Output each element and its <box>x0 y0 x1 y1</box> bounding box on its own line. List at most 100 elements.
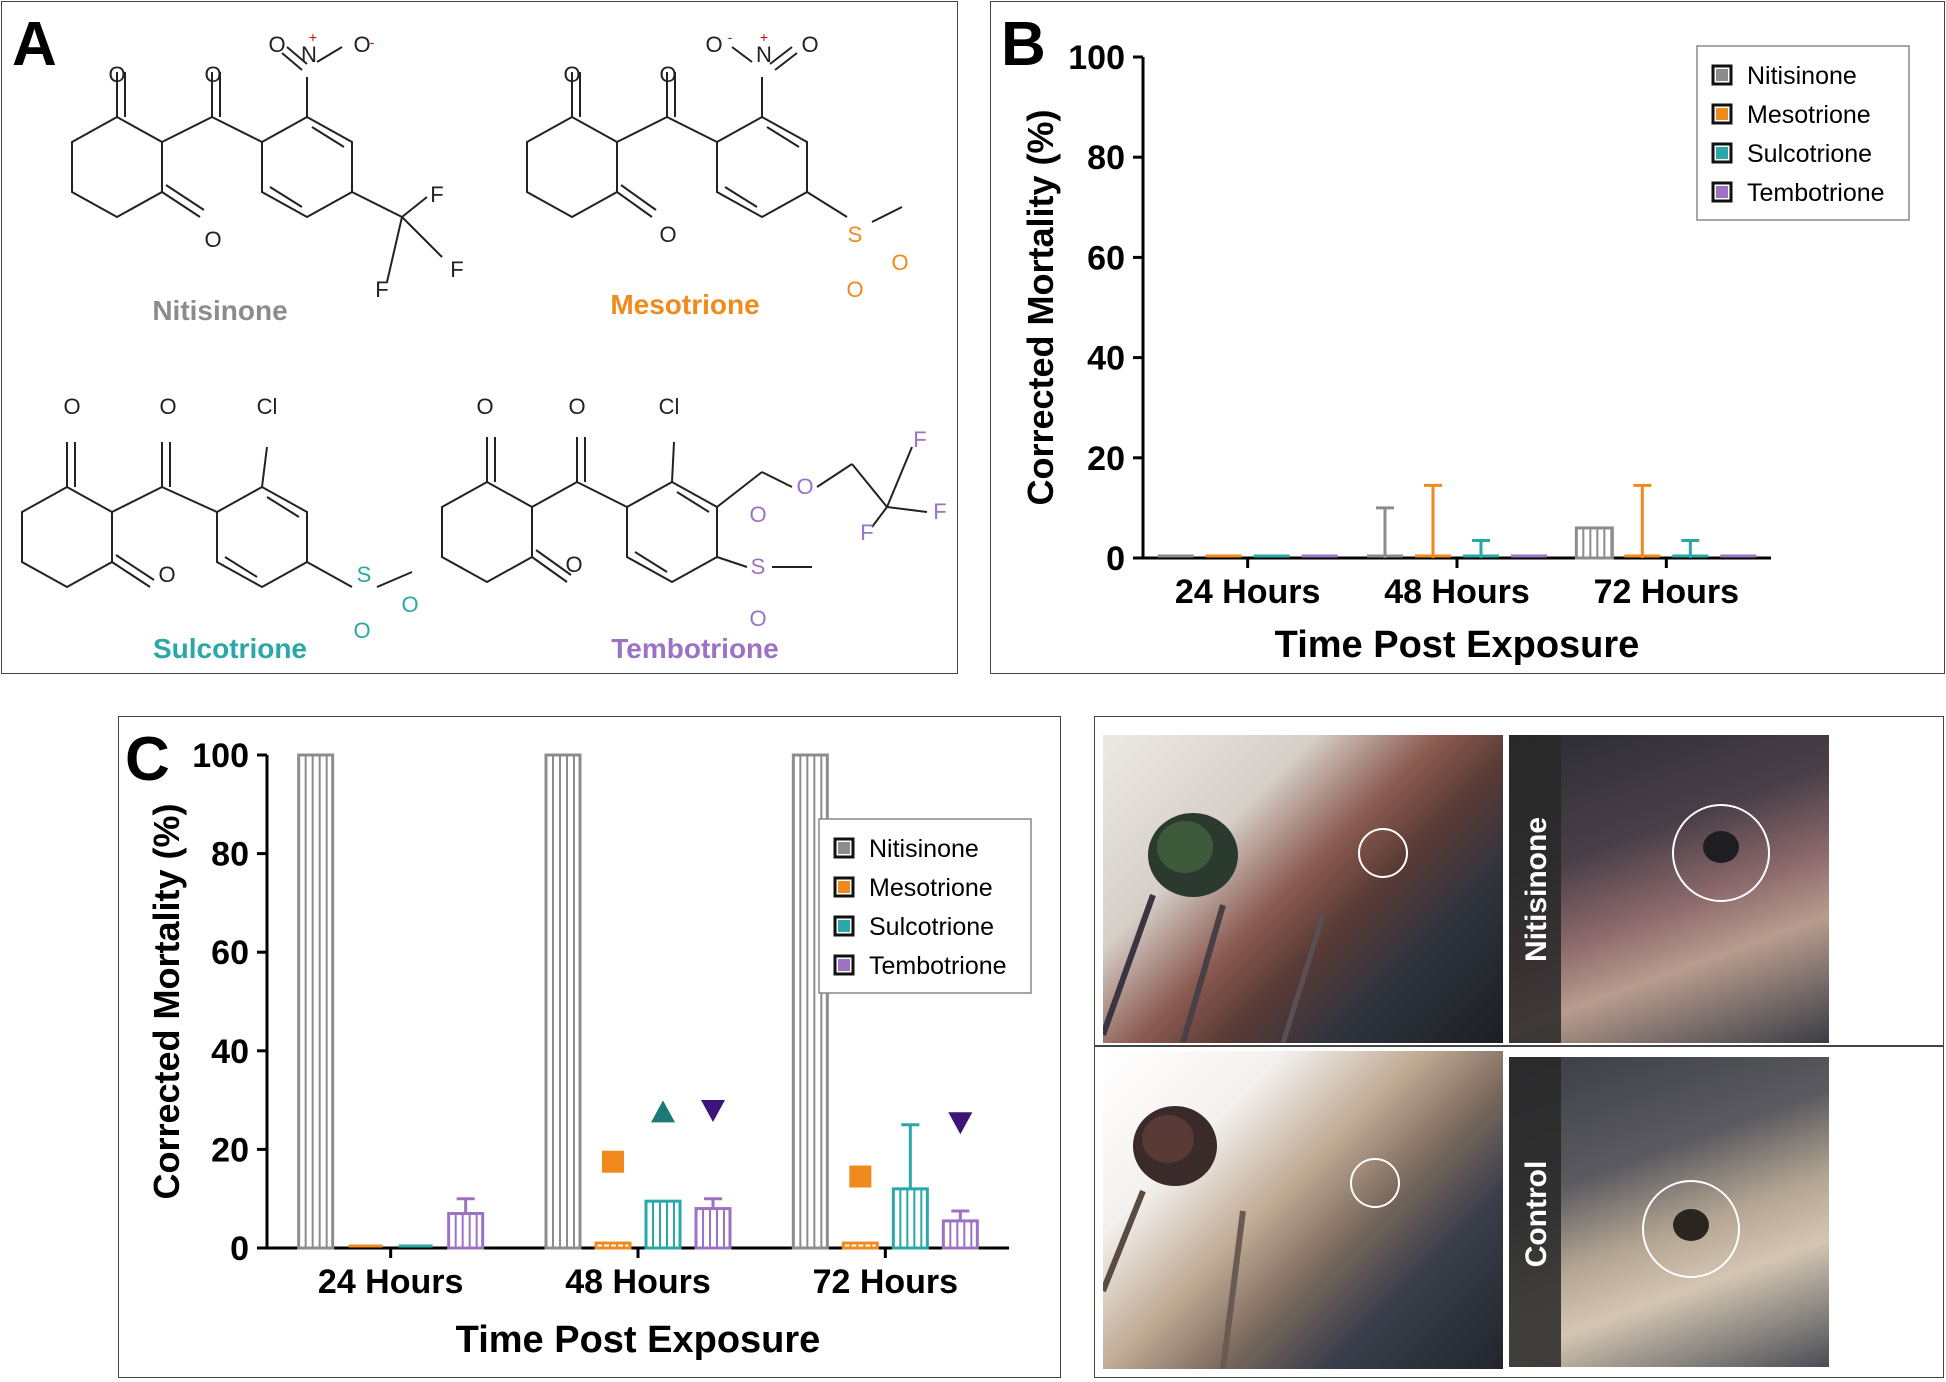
atom-f: F <box>913 427 926 452</box>
legend-swatch-fill <box>1716 108 1728 120</box>
x-tick-label: 72 Hours <box>813 1263 959 1301</box>
compound-label: Sulcotrione <box>153 633 307 664</box>
x-tick-label: 48 Hours <box>565 1263 711 1301</box>
atom-n: N <box>301 42 317 67</box>
y-tick-label: 100 <box>192 737 249 775</box>
charge-minus: - <box>728 29 733 45</box>
atom-cl: Cl <box>659 394 680 419</box>
atom-o: O <box>749 502 766 527</box>
atom-o: O <box>568 394 585 419</box>
x-tick-label: 24 Hours <box>318 1263 464 1301</box>
tembotrione-structure <box>441 437 928 584</box>
atom-o: O <box>476 394 493 419</box>
y-axis-title: Corrected Mortality (%) <box>146 803 187 1199</box>
y-tick-label: 0 <box>230 1230 249 1268</box>
legend-swatch-fill <box>1716 69 1728 81</box>
atom-cl: Cl <box>257 394 278 419</box>
y-tick-label: 20 <box>1087 440 1125 478</box>
legend-label: Sulcotrione <box>1747 140 1872 168</box>
compound-label: Tembotrione <box>611 633 778 664</box>
y-tick-label: 60 <box>211 934 249 972</box>
atom-o: O <box>108 62 125 87</box>
mesotrione-structure <box>526 46 903 223</box>
atom-o: O <box>565 552 582 577</box>
y-tick-label: 20 <box>211 1131 249 1169</box>
atom-o: O <box>158 562 175 587</box>
sulcotrione-structure <box>21 442 413 589</box>
atom-o: O <box>796 474 813 499</box>
atom-o: O <box>659 222 676 247</box>
legend-label: Tembotrione <box>869 952 1007 980</box>
atom-o: O <box>846 277 863 302</box>
compound-label: Mesotrione <box>610 289 759 320</box>
outlier-triangle-down <box>701 1099 725 1122</box>
compound-label: Nitisinone <box>152 295 287 326</box>
atom-f: F <box>375 277 388 302</box>
chemical-structures: O O O N O O - + F F F O O O N O O - + S … <box>21 29 947 664</box>
x-axis-title: Time Post Exposure <box>456 1319 821 1361</box>
atom-o: O <box>659 62 676 87</box>
atom-o: O <box>204 62 221 87</box>
outlier-square <box>602 1150 624 1173</box>
charge-minus: - <box>370 34 375 50</box>
atom-o: O <box>159 394 176 419</box>
mosquito-photo-control <box>1103 1051 1503 1369</box>
y-tick-label: 0 <box>1106 540 1125 578</box>
y-tick-label: 100 <box>1068 39 1125 77</box>
panel-label-a: A <box>12 10 57 79</box>
panel-b: B 0 20 40 60 80 100 Corrected Mortality (%) Tim… <box>990 1 1945 674</box>
legend-label: Nitisinone <box>869 835 979 863</box>
outlier-square <box>849 1165 872 1188</box>
mosquito-photo-nitisinone <box>1103 735 1503 1043</box>
legend-swatch-fill <box>838 842 850 854</box>
atom-f: F <box>933 499 946 524</box>
atom-o: O <box>705 32 722 57</box>
atom-s: S <box>357 562 372 587</box>
outlier-triangle-down <box>948 1112 973 1135</box>
legend-swatch-fill <box>838 959 850 971</box>
y-tick-label: 40 <box>1087 340 1125 378</box>
nitisinone-structure <box>71 46 443 283</box>
atom-s: S <box>751 554 766 579</box>
atom-s: S <box>848 222 863 247</box>
outlier-triangle <box>651 1100 675 1123</box>
legend-label: Sulcotrione <box>869 913 994 941</box>
atom-o: O <box>353 32 370 57</box>
legend-swatch-fill <box>838 881 850 893</box>
atom-o: O <box>563 62 580 87</box>
y-tick-label: 80 <box>1087 139 1125 177</box>
atom-o: O <box>204 227 221 252</box>
bar <box>1574 526 1614 560</box>
atom-f: F <box>450 257 463 282</box>
legend-swatch-fill <box>838 920 850 932</box>
x-tick-label: 48 Hours <box>1384 573 1530 611</box>
charge-plus: + <box>309 29 317 45</box>
panel-a: A <box>1 1 958 674</box>
charge-plus: + <box>760 29 768 45</box>
atom-f: F <box>430 182 443 207</box>
legend-label: Mesotrione <box>1747 101 1871 129</box>
y-axis-title: Corrected Mortality (%) <box>1020 109 1061 505</box>
bar <box>594 1241 632 1250</box>
legend-label: Tembotrione <box>1747 179 1885 207</box>
x-tick-label: 24 Hours <box>1175 573 1321 611</box>
x-tick-label: 72 Hours <box>1594 573 1740 611</box>
atom-o: O <box>401 592 418 617</box>
panel-d: D Nitisinone Control <box>1094 716 1944 1378</box>
y-tick-label: 60 <box>1087 239 1125 277</box>
atom-o: O <box>801 32 818 57</box>
atom-f: F <box>860 520 873 545</box>
panel-c: C 0 20 40 60 80 100 Corrected Mortality (%) Tim… <box>118 716 1061 1378</box>
atom-n: N <box>756 42 772 67</box>
panel-label-c: C <box>125 725 170 794</box>
atom-o: O <box>63 394 80 419</box>
x-axis-title: Time Post Exposure <box>1275 624 1640 666</box>
mosquito-closeup-nitisinone: Nitisinone <box>1509 735 1829 1043</box>
y-tick-label: 80 <box>211 836 249 874</box>
atom-o: O <box>268 32 285 57</box>
legend-swatch-fill <box>1716 186 1728 198</box>
atom-o: O <box>353 618 370 643</box>
bar <box>841 1241 879 1250</box>
